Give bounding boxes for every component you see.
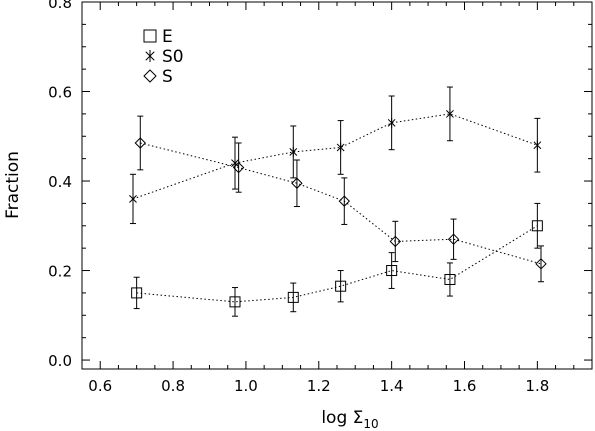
error-bar-e — [290, 282, 297, 313]
error-bar-s — [392, 220, 399, 263]
x-tick-label: 0.8 — [161, 377, 185, 395]
plot-frame — [81, 1, 593, 370]
data-point-s0 — [129, 193, 137, 204]
data-point-e — [287, 291, 299, 303]
y-tick-label: 0.4 — [48, 173, 72, 191]
data-point-s — [134, 137, 146, 149]
data-point-s — [447, 233, 460, 245]
data-point-e — [444, 273, 456, 285]
legend-label-s0: S0 — [162, 47, 184, 67]
error-bar-s — [137, 115, 144, 171]
data-point-s — [232, 161, 245, 174]
y-axis-label: Fraction — [3, 151, 23, 219]
x-tick-label: 0.6 — [88, 377, 112, 395]
y-tick-label: 0.8 — [48, 0, 72, 12]
data-point-s — [535, 258, 547, 270]
error-bar-s — [538, 245, 544, 283]
legend-marker-s0 — [145, 50, 155, 62]
data-point-s — [338, 195, 350, 207]
error-bar-e — [337, 270, 344, 303]
x-axis-label-main: log Σ — [321, 408, 363, 428]
series-line-s0 — [132, 113, 538, 200]
data-markers — [129, 108, 547, 308]
error-bar-s — [341, 177, 348, 225]
error-bar-e — [388, 252, 395, 289]
error-bar-e — [534, 202, 541, 249]
y-tick-label: 0.0 — [48, 352, 72, 370]
data-point-e — [335, 280, 347, 292]
error-bar-e — [232, 287, 238, 317]
legend-label-s: S — [162, 67, 173, 87]
y-tick-label: 0.2 — [48, 263, 72, 281]
data-point-e — [386, 265, 398, 277]
error-bars — [130, 86, 544, 317]
error-bar-e — [446, 262, 453, 297]
data-point-e — [131, 287, 143, 299]
data-point-e — [531, 220, 543, 232]
error-bar-e — [133, 276, 140, 310]
data-point-e — [229, 296, 241, 308]
data-point-s0 — [446, 108, 454, 119]
data-point-s0 — [533, 140, 542, 151]
y-tick-label: 0.6 — [48, 84, 72, 102]
x-tick-label: 1.4 — [380, 377, 404, 395]
error-bar-s — [293, 159, 300, 208]
x-tick-label: 1.2 — [307, 377, 331, 395]
series-line-e — [136, 225, 538, 303]
error-bar-s — [450, 218, 457, 260]
series-lines — [132, 113, 542, 303]
x-axis-label-subscript: 10 — [363, 417, 378, 431]
legend-marker-e — [143, 29, 157, 43]
data-point-s — [291, 177, 303, 189]
error-bar-s — [235, 142, 242, 193]
x-tick-label: 1.0 — [234, 377, 258, 395]
data-point-s0 — [289, 146, 298, 157]
data-point-s — [389, 235, 401, 248]
legend-marker-s — [143, 69, 157, 83]
legend-label-e: E — [162, 27, 173, 47]
x-axis-label: log Σ10 — [321, 408, 378, 431]
data-point-s0 — [387, 117, 396, 128]
axis-ticks: 0.6 0.8 1.0 1.2 1.4 1.6 1.8 0.0 0.2 0.4 0.6 0.8 — [48, 0, 592, 395]
data-point-s0 — [336, 142, 345, 153]
x-tick-label: 1.8 — [525, 377, 549, 395]
x-tick-label: 1.6 — [453, 377, 477, 395]
